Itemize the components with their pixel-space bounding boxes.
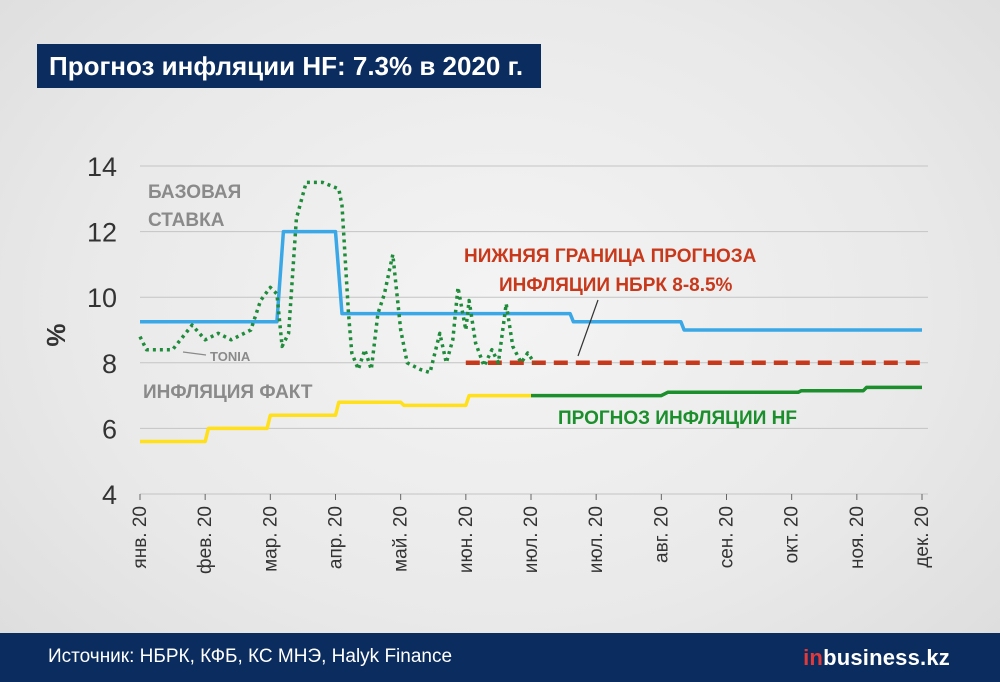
- annotation-inflation-fact: ИНФЛЯЦИЯ ФАКТ: [143, 382, 313, 403]
- x-tick-label-6: июл. 20: [521, 506, 542, 573]
- y-tick-label-4: 4: [102, 480, 117, 510]
- tonia-pointer: [182, 351, 207, 356]
- series: [138, 180, 922, 444]
- x-tick-label-0: янв. 20: [130, 506, 151, 569]
- series-base-rate: [140, 229, 922, 332]
- x-tick-label-7: июл. 20: [586, 506, 607, 573]
- annotation-tonia: TONIA: [210, 349, 251, 364]
- brand-prefix: in: [803, 645, 824, 670]
- x-tick-label-3: апр. 20: [326, 506, 347, 569]
- x-tick-label-1: фев. 20: [195, 506, 216, 574]
- chart-title: Прогноз инфляции HF: 7.3% в 2020 г.: [37, 44, 542, 88]
- brand-logo[interactable]: inbusiness.kz: [803, 645, 950, 671]
- nbrk-pointer: [577, 299, 599, 357]
- annotation-base-rate-line2: СТАВКА: [148, 210, 225, 231]
- annotation-nbrk-line2: ИНФЛЯЦИИ НБРК 8-8.5%: [499, 275, 733, 296]
- x-tick-label-11: ноя. 20: [847, 506, 868, 569]
- x-tick-label-10: окт. 20: [782, 506, 803, 563]
- x-tick-label-12: дек. 20: [912, 506, 933, 568]
- annotation-nbrk-line1: НИЖНЯЯ ГРАНИЦА ПРОГНОЗА: [464, 246, 757, 267]
- annotation-hf-forecast: ПРОГНОЗ ИНФЛЯЦИИ HF: [558, 408, 797, 429]
- x-tick-label-8: авг. 20: [651, 506, 672, 563]
- x-tick-label-5: июн. 20: [456, 506, 477, 573]
- x-tick-labels: янв. 20 фев. 20 мар. 20 апр. 20 май. 20 июн. …: [130, 494, 933, 574]
- y-tick-label-14: 14: [87, 152, 117, 182]
- series-hf-forecast: [531, 385, 922, 398]
- x-tick-label-4: май. 20: [391, 506, 412, 572]
- x-tick-label-9: сен. 20: [717, 506, 738, 568]
- brand-rest: business.kz: [823, 645, 950, 670]
- y-tick-labels: 4 6 8 10 12 14: [87, 152, 117, 510]
- chart: 4 6 8 10 12 14 % янв. 20 фев. 20 мар. 20 апр. 20…: [41, 152, 933, 574]
- y-axis-label: %: [41, 323, 71, 346]
- y-tick-label-8: 8: [102, 349, 117, 379]
- y-tick-label-12: 12: [87, 218, 117, 248]
- y-tick-label-6: 6: [102, 414, 117, 444]
- x-tick-label-2: мар. 20: [260, 506, 281, 572]
- y-tick-label-10: 10: [87, 283, 117, 313]
- series-inflation-fact: [140, 393, 531, 444]
- annotation-base-rate-line1: БАЗОВАЯ: [148, 182, 241, 203]
- footer: Источник: НБРК, КФБ, КС МНЭ, Halyk Finan…: [0, 633, 1000, 682]
- source-text: Источник: НБРК, КФБ, КС МНЭ, Halyk Finan…: [48, 646, 453, 667]
